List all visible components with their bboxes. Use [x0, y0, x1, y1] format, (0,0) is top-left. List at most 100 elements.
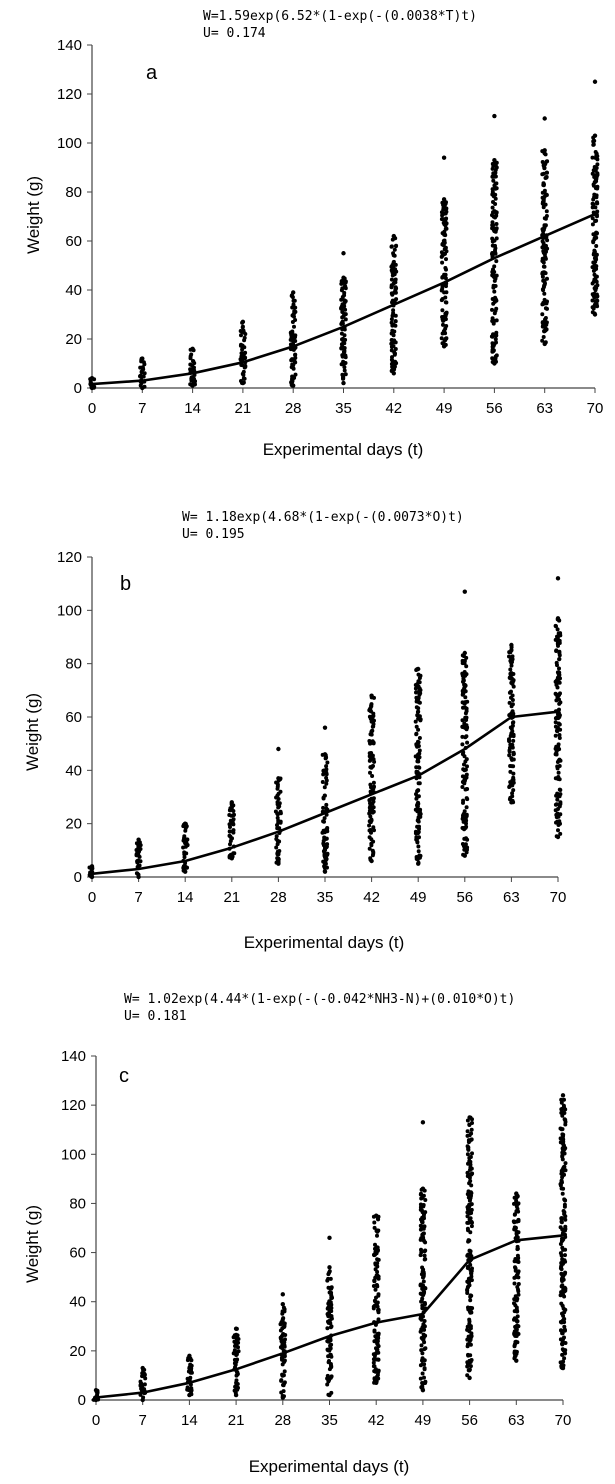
- panel-a-label: a: [146, 62, 158, 84]
- data-point: [541, 200, 546, 205]
- panel-b: W= 1.18exp(4.68*(1-exp(-(0.0073*O)t) U= …: [23, 510, 566, 952]
- data-point: [516, 1209, 521, 1214]
- data-point: [416, 709, 421, 714]
- data-point: [491, 223, 496, 228]
- data-point: [509, 642, 514, 648]
- data-point: [325, 865, 329, 870]
- data-point: [562, 1356, 567, 1361]
- data-point: [372, 1278, 377, 1283]
- data-point: [591, 139, 596, 144]
- x-tick-label: 49: [436, 400, 453, 417]
- data-point: [560, 1113, 565, 1118]
- panel-c: W= 1.02exp(4.44*(1-exp(-(-0.042*NH3-N)+(…: [23, 992, 571, 1476]
- data-point: [469, 1254, 474, 1259]
- data-point: [556, 692, 561, 697]
- data-point: [278, 1328, 283, 1333]
- x-tick-label: 35: [335, 400, 352, 417]
- data-point: [340, 286, 345, 291]
- data-point: [392, 338, 397, 343]
- data-point: [594, 244, 599, 248]
- data-point: [232, 1333, 237, 1338]
- data-point: [373, 1287, 378, 1292]
- data-point: [441, 197, 447, 202]
- data-point: [328, 1338, 333, 1343]
- data-point: [541, 335, 546, 339]
- data-point: [439, 250, 444, 255]
- data-point: [274, 837, 279, 841]
- data-point: [469, 1127, 474, 1132]
- data-point: [442, 328, 447, 333]
- data-point: [493, 284, 498, 288]
- data-point: [376, 1248, 380, 1253]
- data-point: [417, 715, 422, 720]
- data-point: [514, 1358, 519, 1363]
- data-point: [93, 1397, 99, 1403]
- data-point: [467, 1138, 472, 1143]
- data-point: [510, 698, 515, 702]
- data-point: [368, 741, 373, 746]
- outlier-point: [420, 1120, 426, 1125]
- data-point: [374, 1283, 379, 1287]
- data-point: [462, 762, 466, 767]
- data-point: [591, 306, 596, 311]
- data-point: [373, 1242, 377, 1247]
- data-point: [467, 1360, 472, 1365]
- data-point: [466, 1239, 471, 1244]
- data-point: [553, 802, 558, 807]
- outlier-point: [492, 113, 497, 119]
- data-point: [371, 799, 376, 804]
- y-tick-label: 40: [65, 282, 82, 299]
- data-point: [241, 376, 246, 381]
- data-point: [561, 1348, 566, 1353]
- data-point: [555, 834, 561, 840]
- data-point: [325, 1306, 330, 1311]
- data-point: [393, 347, 398, 351]
- data-point: [467, 1115, 472, 1120]
- data-point: [376, 1276, 381, 1281]
- data-point: [562, 1317, 567, 1321]
- data-point: [326, 1376, 331, 1381]
- data-point: [416, 844, 421, 849]
- data-point: [590, 216, 595, 221]
- data-point: [490, 334, 495, 339]
- data-point: [374, 1337, 379, 1342]
- data-point: [371, 780, 376, 785]
- data-point: [414, 690, 418, 695]
- data-point: [466, 1207, 470, 1212]
- data-point: [375, 1300, 380, 1305]
- data-point: [421, 1226, 426, 1231]
- data-point: [494, 318, 499, 323]
- data-point: [290, 374, 295, 379]
- data-point: [563, 1228, 567, 1233]
- data-point: [460, 661, 465, 666]
- data-point: [229, 856, 234, 861]
- data-point: [228, 825, 232, 829]
- data-point: [369, 756, 374, 761]
- x-tick-label: 56: [456, 889, 473, 906]
- data-point: [136, 858, 141, 863]
- data-point: [89, 385, 95, 391]
- data-point: [236, 1349, 241, 1354]
- data-point: [278, 789, 283, 794]
- x-tick-label: 70: [555, 1412, 572, 1429]
- outlier-point: [441, 155, 447, 160]
- data-point: [341, 314, 346, 318]
- data-point: [465, 1170, 470, 1175]
- data-point: [422, 1249, 427, 1254]
- data-point: [190, 346, 195, 351]
- data-point: [280, 1362, 285, 1367]
- data-point: [372, 1369, 377, 1374]
- data-point: [553, 724, 558, 729]
- data-point: [389, 320, 394, 325]
- data-point: [440, 308, 445, 313]
- data-point: [493, 248, 497, 253]
- data-point: [322, 861, 327, 866]
- data-point: [135, 871, 140, 876]
- data-point: [558, 800, 563, 805]
- data-point: [562, 1105, 566, 1110]
- data-point: [328, 1352, 333, 1357]
- data-point: [467, 1375, 472, 1381]
- data-point: [422, 1253, 427, 1258]
- data-point: [511, 771, 516, 776]
- data-point: [490, 213, 494, 218]
